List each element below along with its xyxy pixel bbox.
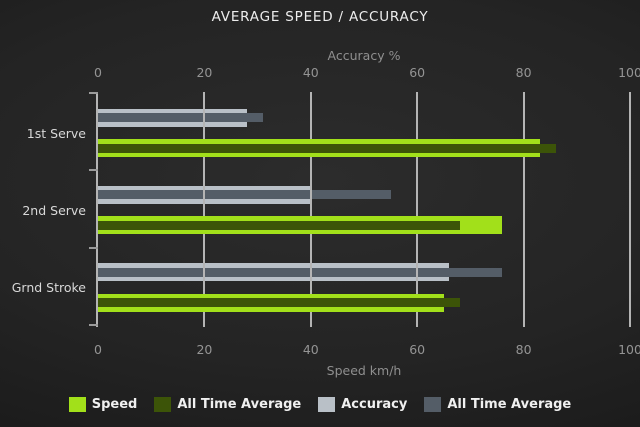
bar-speed-all-time-average bbox=[98, 220, 460, 230]
plot-area: 0 20 40 60 80 100 0 20 40 60 80 100 1st Serve 2nd Ser… bbox=[12, 65, 640, 357]
bottom-axis-tick-label: 100 bbox=[618, 342, 640, 357]
legend-label: All Time Average bbox=[177, 397, 302, 412]
legend-item: All Time Average bbox=[154, 397, 301, 412]
y-axis-spine bbox=[96, 92, 98, 327]
legend-label: Accuracy bbox=[341, 397, 408, 412]
category-label: 1st Serve bbox=[26, 125, 86, 141]
legend: Speed All Time Average Accuracy All Time Av… bbox=[0, 397, 640, 412]
bottom-axis-tick-label: 80 bbox=[515, 342, 532, 357]
top-axis-tick-label: 20 bbox=[196, 65, 213, 80]
legend-swatch bbox=[68, 397, 86, 412]
legend-item: Accuracy bbox=[318, 397, 407, 412]
bar-accuracy-all-time-average bbox=[98, 190, 391, 200]
legend-swatch bbox=[154, 397, 172, 412]
top-axis-tick-label: 80 bbox=[515, 65, 532, 80]
bar-accuracy-all-time-average bbox=[98, 113, 263, 122]
legend-item: Speed bbox=[68, 397, 138, 412]
top-axis-tick-label: 40 bbox=[302, 65, 319, 80]
top-axis-tick-label: 0 bbox=[94, 65, 102, 80]
legend-item: All Time Average bbox=[424, 397, 571, 412]
gridline bbox=[522, 92, 525, 327]
bar-speed-all-time-average bbox=[98, 143, 556, 153]
top-axis-tick-label: 100 bbox=[618, 65, 640, 80]
bottom-axis-tick-label: 60 bbox=[409, 342, 426, 357]
gridline bbox=[629, 92, 631, 327]
bottom-axis-tick-label: 0 bbox=[94, 342, 102, 357]
top-axis-title: Accuracy % bbox=[327, 48, 401, 63]
top-axis-tick-label: 60 bbox=[409, 65, 426, 80]
category-boundary-tick bbox=[89, 246, 98, 249]
bar-speed-all-time-average bbox=[98, 298, 460, 308]
bottom-axis-tick-label: 40 bbox=[302, 342, 319, 357]
category-boundary-tick bbox=[89, 169, 98, 172]
legend-label: Speed bbox=[91, 397, 138, 412]
gridline bbox=[416, 92, 419, 327]
bar-accuracy-all-time-average bbox=[98, 267, 503, 277]
legend-swatch bbox=[424, 397, 442, 412]
legend-swatch bbox=[318, 397, 336, 412]
gridline bbox=[309, 92, 312, 327]
bottom-axis-title: Speed km/h bbox=[326, 363, 402, 378]
bottom-axis-tick-label: 20 bbox=[196, 342, 213, 357]
category-boundary-tick bbox=[89, 324, 98, 326]
legend-label: All Time Average bbox=[447, 397, 572, 412]
category-label: 2nd Serve bbox=[22, 202, 86, 218]
chart-title: AVERAGE SPEED / ACCURACY bbox=[211, 9, 429, 25]
category-label: Grnd Stroke bbox=[11, 280, 86, 296]
gridline bbox=[203, 92, 206, 327]
category-boundary-tick bbox=[89, 92, 98, 94]
